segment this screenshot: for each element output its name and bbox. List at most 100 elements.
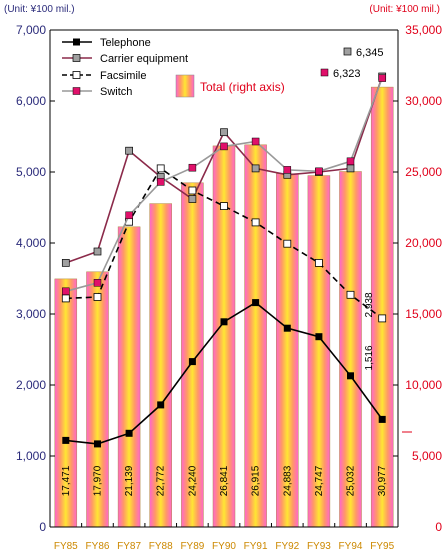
x-tick-label-FY95: FY95 [370, 541, 394, 552]
point-telephone-FY93 [315, 333, 323, 341]
lines-layer [61, 72, 387, 448]
point-facsimile-FY86 [93, 293, 102, 301]
right-tick-label-10000: 10,000 [405, 378, 442, 392]
point-telephone-FY95 [378, 415, 386, 423]
left-tick-label-0: 0 [39, 520, 46, 534]
point-telephone-FY90 [220, 318, 228, 326]
bar-value-label-FY94: 25,032 [346, 465, 357, 496]
point-switch-FY92 [283, 166, 292, 174]
point-facsimile-FY93 [314, 258, 323, 267]
bar-value-label-FY88: 22,772 [156, 465, 167, 496]
point-switch-FY87 [125, 211, 133, 220]
point-telephone-FY86 [94, 440, 101, 448]
end-label-telephone: 1,516 [364, 345, 375, 370]
right-tick-label-20000: 20,000 [405, 236, 442, 250]
left-tick-label-1000: 1,000 [16, 449, 46, 463]
legend-marker-telephone [73, 38, 80, 46]
bar-value-label-FY89: 24,240 [187, 465, 198, 496]
x-tick-label-FY86: FY86 [86, 541, 110, 552]
bar-value-label-FY93: 24,747 [314, 465, 325, 496]
bar-value-label-FY85: 17,471 [61, 465, 72, 496]
point-switch-FY90 [220, 142, 228, 151]
right-unit-label: (Unit: ¥100 mil.) [369, 4, 440, 15]
point-telephone-FY91 [252, 299, 260, 307]
point-switch-FY85 [62, 287, 70, 296]
legend-marker-facsimile [72, 71, 81, 79]
x-tick-label-FY94: FY94 [339, 541, 363, 552]
point-telephone-FY87 [125, 429, 133, 437]
left-tick-label-6000: 6,000 [16, 94, 46, 108]
left-tick-label-7000: 7,000 [16, 23, 46, 37]
point-switch-FY93 [315, 167, 323, 176]
point-switch-FY91 [251, 137, 260, 146]
point-telephone-FY94 [347, 372, 354, 380]
right-tick-label-0: 0 [435, 520, 442, 534]
legend-label-carrier: Carrier equipment [100, 53, 188, 65]
point-switch-FY95 [378, 74, 386, 82]
left-tick-label-5000: 5,000 [16, 165, 46, 179]
point-carrier-equipment-FY89 [188, 195, 197, 203]
x-tick-label-FY88: FY88 [149, 541, 173, 552]
bar-value-label-FY87: 21,139 [124, 465, 135, 496]
point-facsimile-FY95 [378, 314, 387, 323]
end-label-carrier: 6,345 [356, 47, 384, 59]
point-facsimile-FY90 [220, 202, 228, 211]
point-carrier-equipment-FY91 [251, 164, 260, 173]
point-facsimile-FY94 [346, 290, 355, 299]
point-carrier-equipment-FY90 [220, 128, 228, 137]
legend-label-telephone: Telephone [100, 37, 151, 49]
x-tick-label-FY92: FY92 [275, 541, 299, 552]
x-tick-label-FY87: FY87 [117, 541, 141, 552]
legend: Telephone Carrier equipment Facsimile Sw… [62, 37, 285, 98]
legend-label-facsimile: Facsimile [100, 70, 146, 82]
point-facsimile-FY92 [283, 239, 292, 248]
point-facsimile-FY91 [251, 218, 260, 227]
right-tick-label-30000: 30,000 [405, 94, 442, 108]
x-tick-label-FY85: FY85 [54, 541, 78, 552]
left-tick-label-2000: 2,000 [16, 378, 46, 392]
point-carrier-equipment-FY87 [125, 146, 133, 155]
point-telephone-FY88 [157, 401, 165, 409]
point-carrier-equipment-FY85 [61, 259, 70, 267]
left-tick-label-3000: 3,000 [16, 307, 46, 321]
legend-marker-carrier [72, 54, 81, 62]
point-switch-FY89 [188, 163, 197, 172]
bar-value-label-FY95: 30,977 [377, 465, 388, 496]
line-facsimile [65, 167, 383, 320]
point-switch-FY86 [93, 279, 102, 287]
x-tick-label-FY90: FY90 [212, 541, 236, 552]
legend-label-total: Total (right axis) [200, 80, 285, 94]
end-marker-carrier [343, 47, 352, 56]
bar-value-label-FY90: 26,841 [219, 465, 230, 496]
legend-total-swatch [175, 74, 195, 98]
bar-value-label-FY91: 26,915 [251, 465, 262, 496]
legend-label-switch: Switch [100, 86, 132, 98]
x-tick-label-FY93: FY93 [307, 541, 331, 552]
point-carrier-equipment-FY94 [346, 164, 355, 173]
right-tick-label-15000: 15,000 [405, 307, 442, 321]
point-carrier-equipment-FY86 [93, 247, 102, 256]
point-switch-FY88 [156, 178, 165, 186]
bars-layer: 17,471 17,970 21,139 22,772 24,240 26,841 26,9… [54, 86, 394, 528]
end-marker-switch [320, 68, 329, 77]
point-switch-FY94 [346, 157, 355, 166]
point-telephone-FY89 [188, 358, 196, 366]
legend-marker-switch [72, 87, 81, 95]
bar-value-label-FY86: 17,970 [93, 465, 104, 496]
right-tick-label-25000: 25,000 [405, 165, 442, 179]
end-label-switch: 6,323 [333, 68, 361, 80]
left-tick-label-4000: 4,000 [16, 236, 46, 250]
point-facsimile-FY89 [188, 186, 197, 195]
right-tick-label-5000: 5,000 [412, 449, 442, 463]
x-tick-label-FY91: FY91 [244, 541, 268, 552]
point-telephone-FY92 [283, 324, 291, 332]
left-unit-label: (Unit: ¥100 mil.) [4, 4, 75, 15]
point-telephone-FY85 [62, 436, 70, 444]
right-tick-label-35000: 35,000 [405, 23, 442, 37]
point-facsimile-FY85 [61, 294, 70, 303]
x-tick-label-FY89: FY89 [180, 541, 204, 552]
bar-value-label-FY92: 24,883 [282, 465, 293, 496]
end-labels: 6,345 6,323 2,938 1,516 [320, 47, 384, 371]
end-label-facsimile: 2,938 [364, 292, 375, 317]
